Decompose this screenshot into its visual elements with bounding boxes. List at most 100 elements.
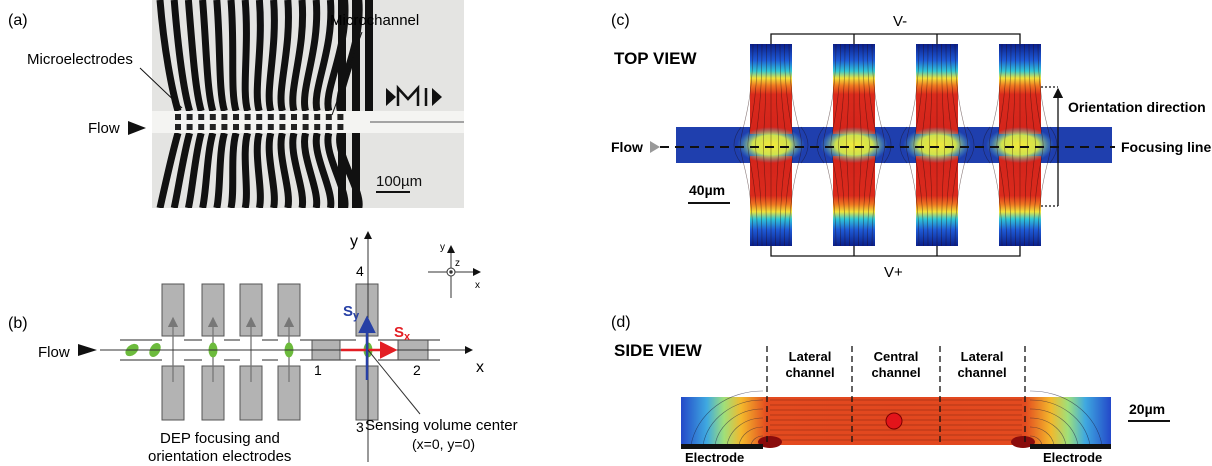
sensing-line1: Sensing volume center xyxy=(365,417,518,434)
field-line xyxy=(1029,417,1067,446)
channel-tooth xyxy=(291,124,297,130)
field-line xyxy=(800,126,809,164)
channel-tooth xyxy=(221,124,228,130)
label-microelectrodes: Microelectrodes xyxy=(27,51,133,68)
micrograph xyxy=(152,0,464,208)
orientation-bracket xyxy=(1041,86,1064,207)
field-line xyxy=(871,43,886,247)
field-line xyxy=(982,126,991,164)
panel-b: (b) Flow xyxy=(8,231,518,465)
focusing-electrodes xyxy=(161,283,301,421)
electrode-stripe xyxy=(277,0,292,112)
channel-tooth xyxy=(186,124,193,130)
x-axis-label: x xyxy=(476,359,484,376)
field-line xyxy=(788,43,803,247)
electrode-stripe xyxy=(241,0,252,112)
panel-a: (a) 100µm Microelectrodes Microchannel F… xyxy=(8,0,464,208)
sensing-line2: (x=0, y=0) xyxy=(412,436,475,452)
field-line xyxy=(1037,43,1052,247)
electrode-stripe xyxy=(170,0,193,112)
field-line xyxy=(988,43,1003,247)
field-line xyxy=(762,43,767,247)
field-line xyxy=(784,43,795,247)
field-line xyxy=(747,43,758,247)
channel-tooth xyxy=(198,114,205,120)
panel-c: (c) TOP VIEW V- V+ Fl xyxy=(611,12,1211,281)
v-plus-label: V+ xyxy=(884,264,903,281)
electrode-stripe xyxy=(184,0,205,112)
flow-arrow-a xyxy=(128,121,146,135)
field-hotspot xyxy=(1011,436,1035,448)
field-lines-d xyxy=(690,390,1103,448)
orientation-label: Orientation direction xyxy=(1068,99,1206,115)
field-line xyxy=(921,43,929,247)
channel-tooth xyxy=(221,114,228,120)
caption-dep-line2: orientation electrodes xyxy=(148,448,291,465)
inset-z-label: z xyxy=(455,258,460,269)
field-line xyxy=(954,43,969,247)
electrode-stripe xyxy=(301,132,321,208)
field-line xyxy=(1029,390,1103,446)
field-line xyxy=(775,43,780,247)
electrode-2-label: 2 xyxy=(413,362,421,378)
lateral-left-2: channel xyxy=(785,365,834,380)
electrode-stripe xyxy=(365,0,373,133)
label-flow-c: Flow xyxy=(611,139,643,155)
channel-tooth xyxy=(302,124,309,130)
scale-label-c: 40µm xyxy=(689,182,725,198)
field-line xyxy=(845,43,850,247)
electrode-stripe xyxy=(199,0,217,112)
lateral-right-2: channel xyxy=(957,365,1006,380)
field-line xyxy=(941,43,946,247)
electrode-4-label: 4 xyxy=(356,263,364,279)
field-line xyxy=(945,43,953,247)
channel-tooth xyxy=(175,124,181,130)
panel-b-tag: (b) xyxy=(8,315,28,332)
field-line xyxy=(1029,426,1055,446)
field-line xyxy=(996,43,1007,247)
field-line xyxy=(1011,43,1016,247)
field-line xyxy=(830,43,841,247)
electrode-stripe xyxy=(338,0,346,111)
microchannel-band xyxy=(152,111,464,133)
field-line xyxy=(867,43,878,247)
channel-separators xyxy=(766,346,1026,446)
field-line xyxy=(1024,43,1029,247)
field-line xyxy=(739,43,754,247)
field-line xyxy=(1028,43,1036,247)
channel-tooth xyxy=(302,114,309,120)
panel-c-tag: (c) xyxy=(611,12,630,29)
field-line xyxy=(913,43,924,247)
central-2: channel xyxy=(871,365,920,380)
electrode-stripe xyxy=(277,132,292,208)
field-halos xyxy=(737,127,1054,163)
channel-tooth xyxy=(244,114,251,120)
inset-y-label: y xyxy=(440,242,445,253)
focusing-line-label: Focusing line xyxy=(1121,139,1211,155)
channel-tooth xyxy=(209,114,216,120)
electrode-left-bar xyxy=(681,444,763,449)
field-line xyxy=(862,43,870,247)
field-lines-c xyxy=(733,43,1058,247)
panel-d: (d) SIDE VIEW Lateral channel Central ch… xyxy=(611,314,1170,465)
side-view-title: SIDE VIEW xyxy=(614,341,703,360)
electrode-stripe xyxy=(199,132,217,208)
scale-label-d: 20µm xyxy=(1129,401,1165,417)
electrode-stripe xyxy=(170,132,193,208)
field-line xyxy=(899,126,908,164)
leader-microchannel xyxy=(331,31,363,116)
leader-sensing xyxy=(367,349,421,415)
channel-tooth xyxy=(198,124,205,130)
electrode-1-label: 1 xyxy=(314,362,322,378)
electrode-3-label: 3 xyxy=(356,419,364,435)
channel-tooth xyxy=(186,114,193,120)
field-line xyxy=(702,399,764,446)
field-line xyxy=(1033,43,1044,247)
caption-dep-line1: DEP focusing and xyxy=(160,430,280,447)
label-flow-a: Flow xyxy=(88,120,120,137)
electrode-stripes xyxy=(156,0,373,208)
channel-tooth xyxy=(337,124,344,130)
logo xyxy=(386,84,442,106)
field-line xyxy=(928,43,933,247)
